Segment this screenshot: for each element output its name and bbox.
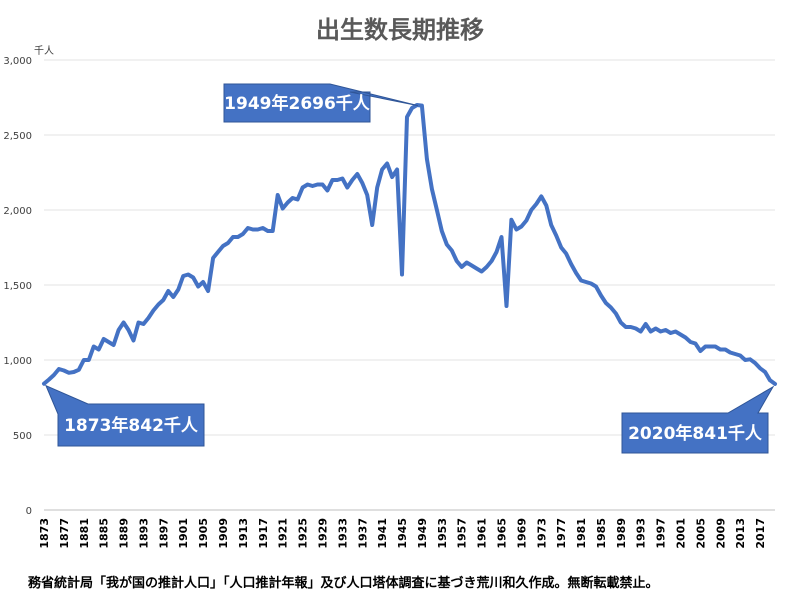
- x-tick-label: 1933: [336, 518, 349, 549]
- x-tick-label: 1993: [635, 518, 648, 549]
- x-tick-label: 2017: [754, 518, 767, 549]
- x-tick-label: 1877: [58, 518, 71, 549]
- y-axis-unit-label: 千人: [34, 46, 54, 57]
- y-tick-label: 2,500: [3, 131, 32, 142]
- x-tick-label: 1917: [257, 518, 270, 549]
- x-tick-label: 1889: [118, 518, 131, 549]
- chart-title: 出生数長期推移: [316, 16, 484, 44]
- x-tick-label: 1921: [277, 518, 290, 549]
- source-note: 務省統計局「我が国の推計人口」「人口推計年報」及び人口塔体調査に基づき荒川和久作…: [28, 576, 659, 591]
- callout-box: [621, 385, 775, 454]
- x-tick-label: 1909: [217, 518, 230, 549]
- x-tick-label: 1893: [137, 518, 150, 549]
- y-tick-label: 500: [13, 431, 32, 442]
- x-axis-ticks: 1873 1877 1881 1885 1889 1893 1897 1901 1905 1909…: [38, 518, 767, 549]
- x-tick-label: 2013: [734, 518, 747, 549]
- x-tick-label: 2005: [694, 518, 707, 549]
- callout-label: 2020年841千人: [628, 423, 763, 444]
- x-tick-label: 2009: [714, 518, 727, 549]
- y-axis-ticks: 0 500 1,000 1,500 2,000 2,500 3,000: [3, 56, 32, 517]
- x-tick-label: 1881: [78, 518, 91, 549]
- x-tick-label: 1905: [197, 518, 210, 549]
- callout-label: 1873年842千人: [64, 415, 199, 436]
- x-tick-label: 1953: [436, 518, 449, 549]
- x-tick-label: 1897: [157, 518, 170, 549]
- x-tick-label: 1965: [495, 518, 508, 549]
- x-tick-label: 1969: [515, 518, 528, 549]
- x-tick-label: 1901: [177, 518, 190, 549]
- x-tick-label: 1977: [555, 518, 568, 549]
- x-tick-label: 1941: [376, 518, 389, 549]
- series-line: [42, 103, 777, 386]
- y-tick-label: 1,000: [3, 356, 32, 367]
- x-tick-label: 1885: [98, 518, 111, 549]
- callouts: 1949年2696千人 1873年842千人 2020年841千人: [45, 83, 775, 454]
- x-tick-label: 1945: [396, 518, 409, 549]
- x-tick-label: 2001: [675, 518, 688, 549]
- x-tick-label: 1985: [595, 518, 608, 549]
- x-tick-label: 1957: [456, 518, 469, 549]
- x-tick-label: 1961: [476, 518, 489, 549]
- x-tick-label: 1973: [535, 518, 548, 549]
- x-tick-label: 1925: [297, 518, 310, 549]
- callout-box: [223, 83, 419, 123]
- y-tick-label: 2,000: [3, 206, 32, 217]
- x-tick-label: 1913: [237, 518, 250, 549]
- callout-label: 1949年2696千人: [224, 93, 371, 114]
- x-tick-label: 1929: [316, 518, 329, 549]
- y-tick-label: 3,000: [3, 56, 32, 67]
- x-tick-label: 1989: [615, 518, 628, 549]
- y-tick-label: 0: [26, 506, 32, 517]
- x-tick-label: 1873: [38, 518, 51, 549]
- x-tick-label: 1949: [416, 518, 429, 549]
- y-tick-label: 1,500: [3, 281, 32, 292]
- series-layer: [42, 103, 777, 386]
- x-tick-label: 1937: [356, 518, 369, 549]
- x-tick-label: 1981: [575, 518, 588, 549]
- x-tick-label: 1997: [655, 518, 668, 549]
- callout-box: [45, 384, 205, 447]
